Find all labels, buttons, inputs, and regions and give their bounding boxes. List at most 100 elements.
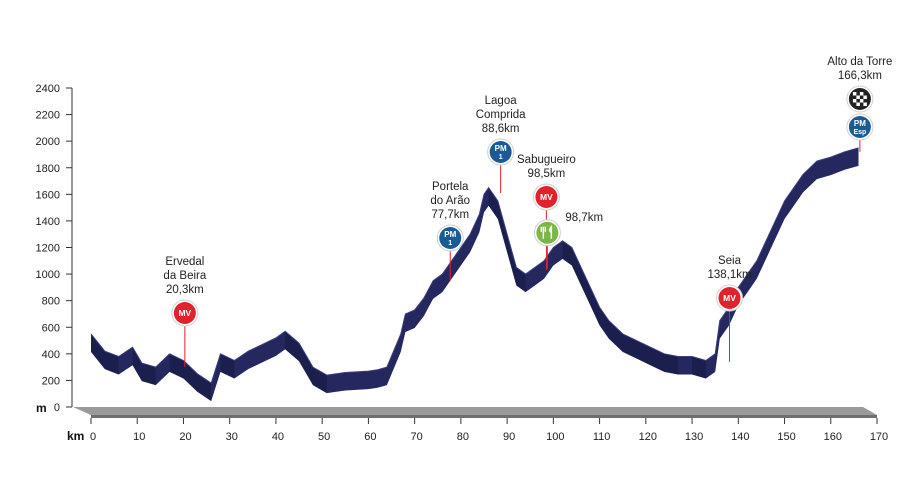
profile-slope: [91, 333, 105, 370]
profile-slope: [141, 363, 156, 386]
elevation-profile: [90, 147, 859, 402]
x-tick-label: 10: [133, 431, 145, 443]
profile-slope: [636, 340, 651, 366]
annotation: PM1 Portela do Arão 77,7km: [430, 181, 470, 281]
mv-badge: [535, 186, 558, 208]
annotation-label: Ervedal: [165, 256, 204, 268]
profile-slope: [299, 343, 313, 386]
profile-slope: [488, 187, 498, 219]
profile-slope: [220, 353, 235, 379]
profile-slope: [650, 347, 665, 372]
profile-slope: [692, 356, 706, 379]
x-tick-label: 70: [411, 431, 423, 443]
annotation-label: 98,5km: [528, 168, 566, 180]
x-tick-label: 130: [685, 431, 703, 443]
annotation: MV Sabugueiro 98,5km: [517, 154, 576, 271]
x-tick-label: 170: [870, 431, 888, 443]
y-tick-label: 600: [42, 322, 60, 334]
profile-slope: [497, 200, 508, 253]
y-tick-label: 2200: [36, 110, 60, 122]
annotation-label: 20,3km: [166, 284, 204, 296]
annotation-label: Comprida: [476, 109, 526, 121]
pm-badge: [848, 116, 871, 138]
badge-text: MV: [540, 192, 553, 202]
profile-slope: [608, 320, 623, 352]
annotation-label: Portela: [432, 181, 469, 193]
badge-subtext: 1: [448, 240, 452, 247]
finish-check: [859, 92, 864, 96]
annotation: 98,7km: [533, 212, 603, 269]
profile-slope: [104, 351, 119, 375]
y-tick-label: 1000: [36, 269, 60, 281]
badge-text: PM: [444, 230, 456, 239]
profile-slope: [664, 353, 679, 375]
finish-check: [852, 92, 857, 96]
profile-slope: [622, 333, 637, 359]
x-tick-label: 100: [546, 431, 564, 443]
annotation-label: 77,7km: [431, 209, 469, 221]
x-tick-label: 90: [503, 431, 515, 443]
badge-subtext: Esp: [853, 129, 866, 136]
y-tick-label: 1200: [36, 243, 60, 255]
badge-text: MV: [178, 308, 191, 318]
finish-check: [863, 95, 867, 99]
finish-check: [856, 95, 860, 99]
profile-slope: [132, 347, 142, 382]
annotation-label: do Arão: [430, 195, 470, 207]
x-tick-label: 140: [731, 431, 749, 443]
finish-check: [863, 102, 867, 106]
profile-slope: [285, 331, 300, 362]
x-tick-label: 50: [318, 431, 330, 443]
pm-badge: [439, 227, 462, 249]
x-tick-label: 60: [364, 431, 376, 443]
profile-slope: [516, 267, 526, 293]
y-tick-label: 1400: [36, 216, 60, 228]
profile-ribbon: [91, 147, 859, 402]
annotation-label: 138,1km: [707, 269, 751, 281]
profile-slope: [599, 307, 609, 339]
badge-subtext: 1: [499, 154, 503, 161]
y-tick-label: 2400: [36, 83, 60, 95]
finish-check: [859, 99, 864, 103]
annotation: MV Ervedal da Beira 20,3km: [163, 256, 207, 368]
x-tick-label: 120: [639, 431, 657, 443]
annotation-label: 98,7km: [565, 212, 603, 224]
profile-slope: [562, 240, 572, 266]
x-tick-label: 0: [90, 431, 96, 443]
x-tick-label: 20: [179, 431, 191, 443]
x-tick-label: 150: [777, 431, 795, 443]
profile-slope: [590, 287, 600, 326]
x-tick-label: 40: [272, 431, 284, 443]
finish-check: [852, 99, 857, 103]
y-tick-label: 200: [42, 375, 60, 387]
badge-text: MV: [723, 293, 736, 303]
mv-badge: [173, 302, 196, 324]
y-tick-label: 1600: [36, 189, 60, 201]
x-tick-label: 80: [457, 431, 469, 443]
fork-knife-icon: [540, 224, 553, 239]
x-tick-label: 160: [824, 431, 842, 443]
y-tick-label: 0: [54, 402, 60, 414]
pm-badge: [489, 141, 512, 163]
annotation: PM1 Lagoa Comprida 88,6km: [476, 95, 526, 194]
profile-slope: [581, 267, 591, 306]
y-tick-label: 800: [42, 296, 60, 308]
profile-slope: [183, 360, 198, 392]
annotation-label: 88,6km: [482, 123, 520, 135]
annotation-label: Seia: [718, 255, 742, 267]
y-tick-label: 2000: [36, 136, 60, 148]
feed-badge: [536, 221, 559, 244]
base-slab-edge: [91, 415, 877, 418]
annotation-label: 166,3km: [838, 70, 882, 82]
axes: 0200400600800100012001400160018002000220…: [36, 83, 889, 443]
annotation-label: Sabugueiro: [517, 154, 576, 166]
annotation-label: da Beira: [163, 270, 206, 282]
profile-slope: [507, 234, 517, 286]
mv-badge: [718, 287, 741, 309]
profile-slope: [571, 247, 582, 286]
annotation-label: Alto da Torre: [827, 56, 892, 68]
